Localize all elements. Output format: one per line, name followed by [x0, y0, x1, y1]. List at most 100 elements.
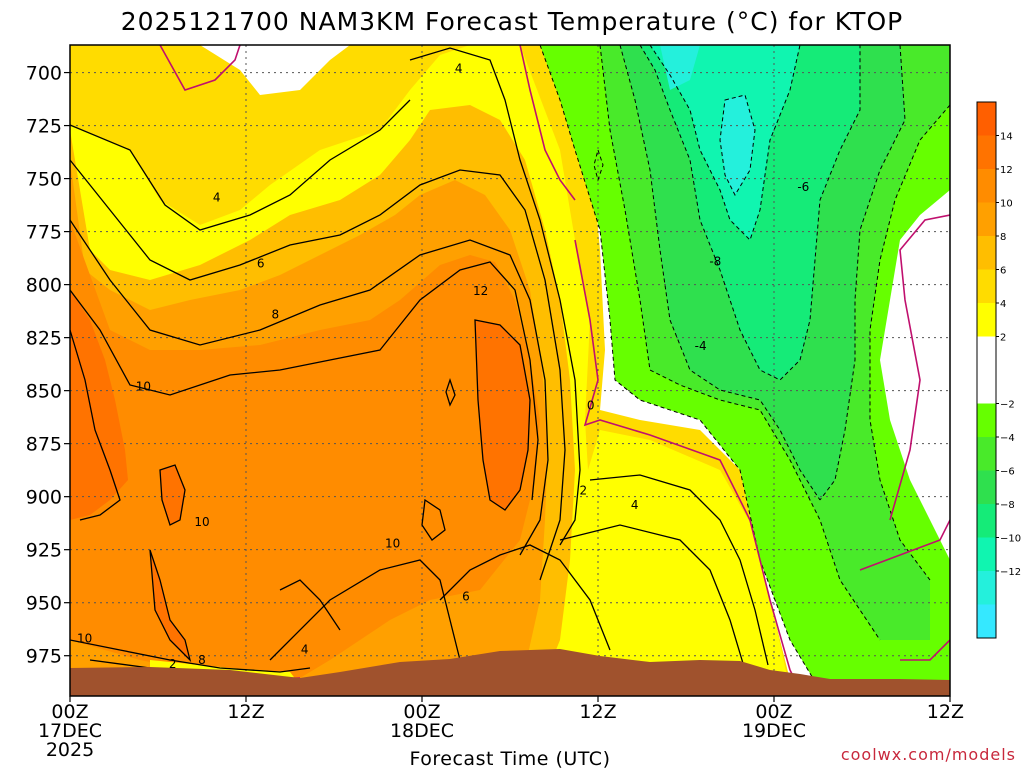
y-tick-label: 750: [26, 169, 62, 191]
contour-label: 6: [257, 256, 265, 270]
x-tick-time: 12Z: [579, 701, 616, 723]
colorbar-label: −6: [1000, 467, 1015, 478]
y-tick-label: 850: [26, 381, 62, 403]
contour-label: 8: [198, 653, 206, 667]
contour-dashed-1: [599, 45, 881, 641]
contour-label: 4: [455, 61, 463, 75]
terrain: [70, 649, 950, 696]
contour-solid-0: [409, 47, 581, 546]
colorbar-band: [977, 303, 996, 337]
contour-solid-11: [589, 474, 769, 666]
x-tick-time: 12Z: [227, 701, 264, 723]
x-tick-date: 19DEC: [742, 720, 806, 742]
colorbar-band: [977, 437, 996, 471]
y-tick-label: 725: [26, 116, 62, 138]
contour-dashed-5: [719, 94, 756, 197]
contour-solid-9: [421, 498, 446, 541]
contour-dashed-2: [619, 45, 821, 501]
y-tick-label: 950: [26, 593, 62, 615]
contour-dashed-7: [869, 104, 950, 581]
contour-label: 2: [580, 483, 588, 497]
contour-label: -8: [709, 254, 721, 268]
y-tick-label: 800: [26, 275, 62, 297]
x-tick-date: 18DEC: [390, 720, 454, 742]
y-tick-label: 775: [26, 222, 62, 244]
zero-contour-5: [900, 639, 950, 661]
temp-band-12: [70, 220, 540, 690]
temp-band-14: [70, 290, 128, 520]
colorbar-band: [977, 604, 996, 638]
contour-label: 10: [77, 632, 92, 646]
colorbar-label: 12: [1000, 165, 1013, 176]
contour-solid-8: [149, 549, 192, 663]
contour-solid-7: [159, 464, 186, 526]
x-tick-year: 2025: [46, 739, 94, 761]
contour-label: 10: [136, 379, 151, 393]
contour-labels: 4 4 6 8 10 12 10 10 6 0 2 4 -4 -8 -6 10 2 8 4: [77, 61, 809, 671]
contour-dashed-3: [639, 45, 861, 381]
temp-band-2: [100, 45, 350, 95]
temp-band-15: [150, 465, 190, 660]
contour-dashed-8: [593, 148, 604, 182]
y-tick-label: 975: [26, 646, 62, 668]
y-axis: 700 725 750 775 800 825 850 875 900 925 950 975: [26, 63, 70, 668]
zero-contour-4: [859, 519, 950, 571]
temperature-fills: [70, 45, 950, 696]
colorbar-band: [977, 202, 996, 236]
chart-title: 2025121700 NAM3KM Forecast Temperature (…: [121, 7, 903, 36]
contour-label: 0: [587, 398, 595, 412]
colorbar-label: −12: [1000, 567, 1021, 578]
y-tick-label: 825: [26, 328, 62, 350]
colorbar-label: −2: [1000, 400, 1015, 411]
colorbar-label: 14: [1000, 132, 1013, 143]
colorbar-band: [977, 504, 996, 538]
contour-solid-14: [70, 639, 311, 673]
zero-contour-1: [574, 239, 801, 691]
contour-label: 4: [631, 498, 639, 512]
colorbar-band: [977, 269, 996, 303]
colorbar-frame: [976, 101, 997, 639]
x-tick-time: 00Z: [51, 701, 88, 723]
contour-solid-5: [474, 319, 531, 511]
colorbar-band: [977, 336, 996, 404]
contour-lines: [70, 45, 950, 691]
contour-label: 8: [272, 307, 280, 321]
contour-solid-13: [439, 544, 611, 651]
contour-label: 4: [213, 191, 221, 205]
colorbar-band: [977, 169, 996, 203]
x-tick-time: 12Z: [927, 701, 964, 723]
contour-solid-10: [445, 377, 456, 407]
colorbar-band: [977, 403, 996, 437]
colorbar-band: [977, 102, 996, 136]
grid-lines: [70, 45, 950, 696]
contour-dashed-0: [539, 45, 821, 691]
contour-solid-2: [70, 159, 566, 581]
zero-contour-2: [159, 45, 241, 91]
colorbar-band: [977, 236, 996, 270]
y-tick-label: 925: [26, 540, 62, 562]
x-axis-label: Forecast Time (UTC): [410, 748, 611, 768]
plot-frame: [69, 44, 951, 697]
y-tick-label: 875: [26, 434, 62, 456]
contour-solid-1: [70, 99, 411, 231]
colorbar-label: −8: [1000, 500, 1015, 511]
contour-label: 10: [194, 515, 209, 529]
colorbar-band: [977, 537, 996, 571]
colorbar-band: [977, 470, 996, 504]
colorbar-label: 10: [1000, 199, 1013, 210]
y-tick-label: 900: [26, 487, 62, 509]
contour-solid-12: [559, 524, 746, 671]
zero-contour-3: [889, 214, 950, 521]
credit-text: coolwx.com/models: [841, 745, 1016, 764]
zero-contour-0: [519, 45, 576, 201]
x-tick-time: 00Z: [755, 701, 792, 723]
contour-label: -6: [797, 180, 809, 194]
contour-label: 12: [473, 284, 488, 298]
colorbar-label: 8: [1000, 232, 1006, 243]
contour-label: 6: [462, 589, 470, 603]
terrain-surface: [70, 649, 950, 696]
colorbar-label: 2: [1000, 333, 1006, 344]
contour-label: 2: [169, 657, 177, 671]
